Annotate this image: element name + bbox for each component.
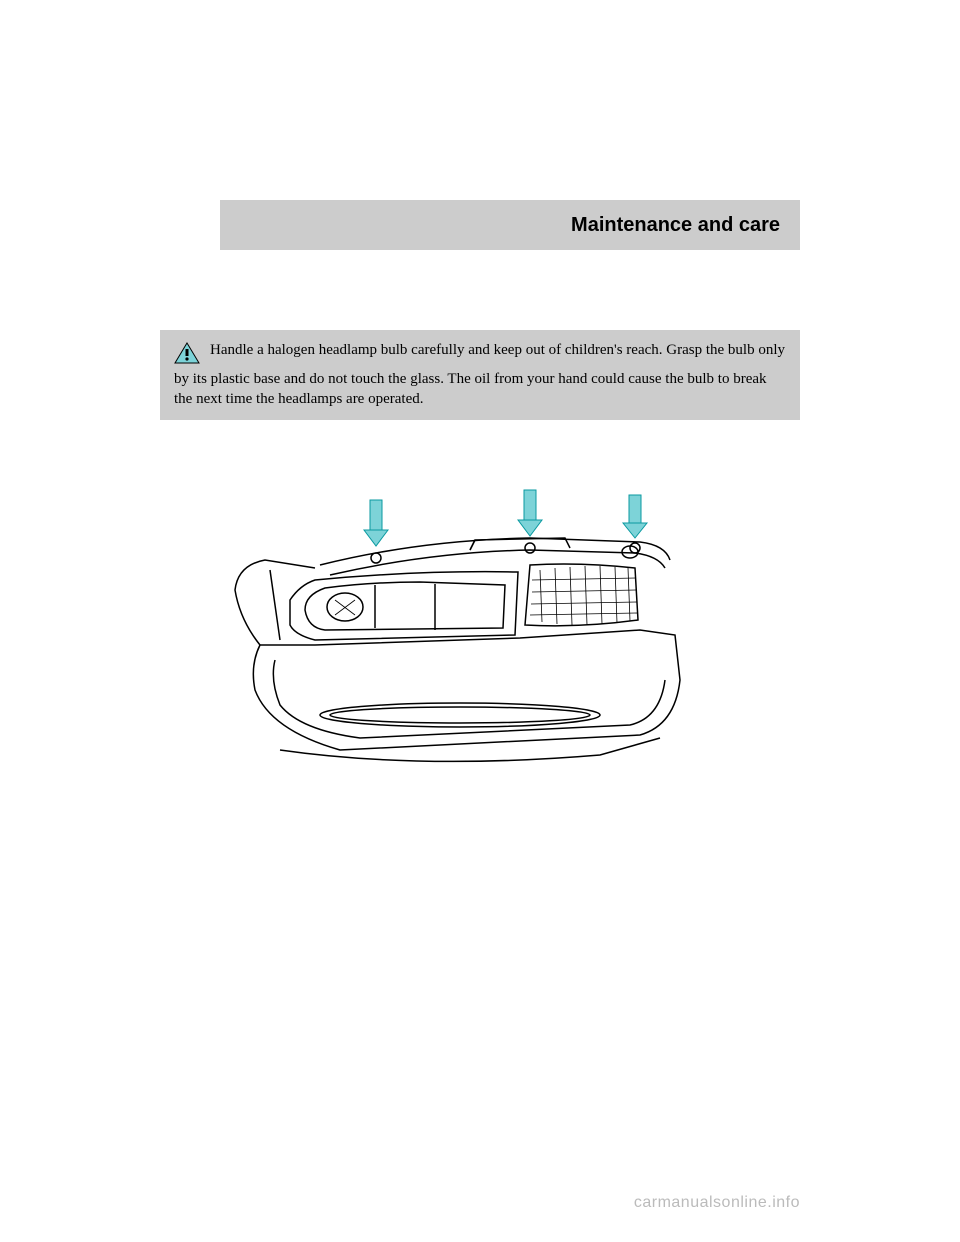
warning-text: Handle a halogen headlamp bulb carefully…	[174, 342, 785, 407]
arrow-1	[364, 500, 388, 546]
header-title: Maintenance and care	[571, 214, 780, 237]
car-outline	[235, 538, 680, 761]
arrow-3	[623, 495, 647, 538]
watermark: carmanualsonline.info	[634, 1194, 800, 1212]
content-area: Handle a halogen headlamp bulb carefully…	[160, 330, 800, 800]
page-container: Maintenance and care Handle a halogen he…	[0, 0, 960, 1242]
warning-box: Handle a halogen headlamp bulb carefully…	[160, 330, 800, 420]
warning-triangle-icon	[174, 342, 200, 369]
arrow-2	[518, 490, 542, 536]
diagram-area	[160, 480, 800, 800]
header-bar: Maintenance and care	[220, 200, 800, 250]
headlamp-diagram	[220, 480, 740, 800]
